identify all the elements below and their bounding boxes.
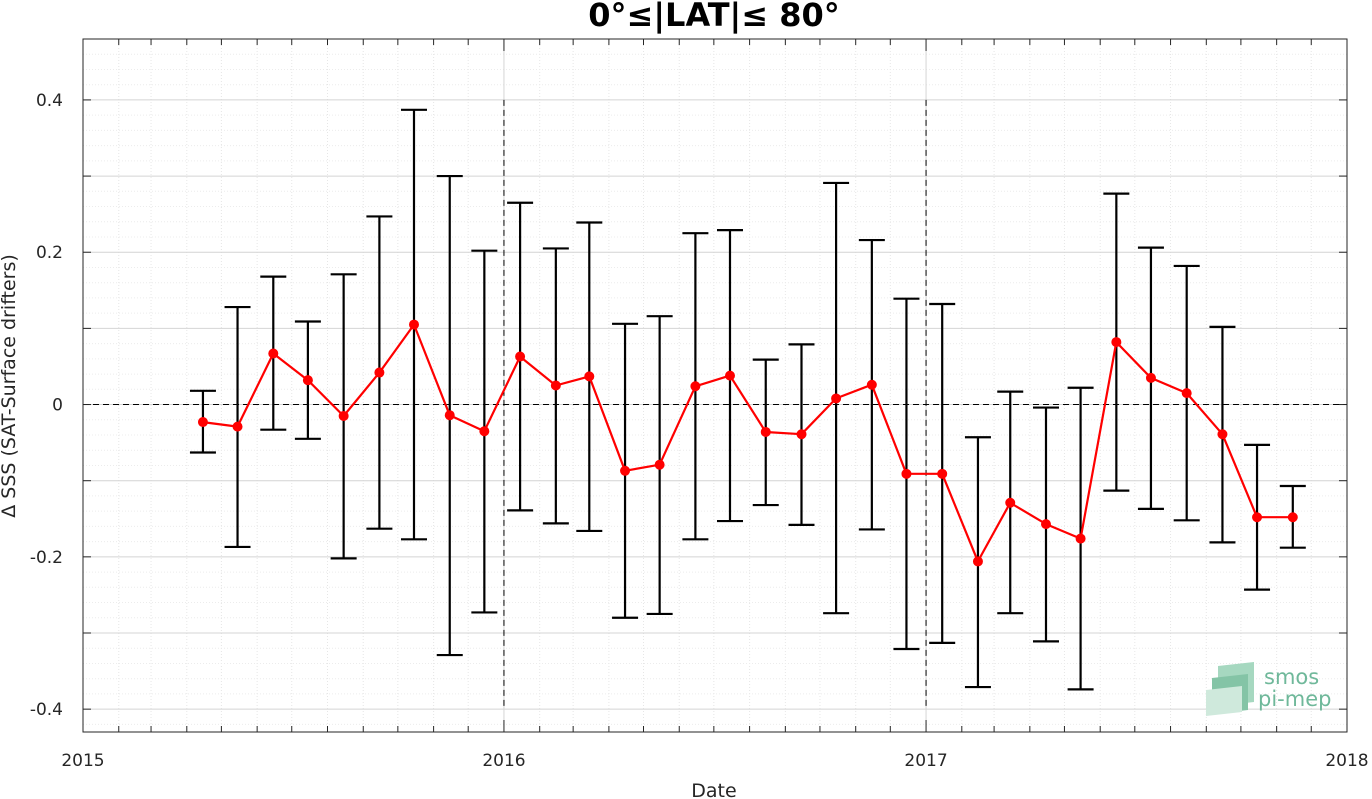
data-point: [972, 556, 983, 567]
y-tick-label: -0.4: [30, 700, 63, 720]
data-point: [1287, 512, 1298, 523]
y-tick-label: 0.2: [36, 243, 63, 263]
data-point: [444, 410, 455, 421]
data-point: [1005, 497, 1016, 508]
x-tick-label: 2018: [1325, 751, 1368, 771]
data-point: [232, 421, 243, 432]
y-tick-label: 0.4: [36, 91, 63, 111]
data-point: [937, 468, 948, 479]
x-tick-label: 2017: [904, 751, 947, 771]
chart-title: 0°≤|LAT|≤ 80°: [588, 0, 839, 35]
data-point: [197, 417, 208, 428]
data-point: [1181, 388, 1192, 399]
data-point: [901, 468, 912, 479]
data-point: [1217, 429, 1228, 440]
logo-text-pimep: pi-mep: [1258, 687, 1331, 711]
axes-box: [82, 38, 1348, 733]
x-tick-label: 2016: [482, 751, 525, 771]
reference-lines: [83, 99, 1347, 710]
data-point: [584, 371, 595, 382]
x-tick-label: 2015: [61, 751, 104, 771]
logo-text-smos: smos: [1264, 665, 1319, 689]
data-point: [515, 351, 526, 362]
x-axis-label: Date: [691, 780, 736, 799]
data-point: [479, 426, 490, 437]
data-point: [724, 370, 735, 381]
data-point: [690, 381, 701, 392]
data-point: [1111, 337, 1122, 348]
logo-icon: [1206, 662, 1254, 716]
data-point: [1145, 372, 1156, 383]
y-axis-label: Δ SSS (SAT-Surface drifters): [0, 254, 20, 518]
series-line: [202, 323, 1293, 563]
y-tick-label: 0: [52, 396, 63, 416]
data-point: [338, 410, 349, 421]
data-point: [1040, 519, 1051, 530]
smos-pimep-logo: smos pi-mep: [1206, 662, 1331, 716]
data-point: [1252, 512, 1263, 523]
data-point: [268, 348, 279, 359]
data-point: [831, 393, 842, 404]
data-point: [550, 380, 561, 391]
data-point: [760, 426, 771, 437]
y-tick-label: -0.2: [30, 548, 63, 568]
data-point: [620, 465, 631, 476]
data-point: [866, 379, 877, 390]
data-series: [197, 319, 1298, 567]
data-point: [1075, 533, 1086, 544]
axes: 2015 2016 2017 2018 -0.4 -0.2 0 0.2 0.4: [30, 38, 1369, 771]
data-point: [302, 375, 313, 386]
data-point: [796, 429, 807, 440]
data-point: [654, 459, 665, 470]
data-point: [408, 319, 419, 330]
data-point: [374, 367, 385, 378]
